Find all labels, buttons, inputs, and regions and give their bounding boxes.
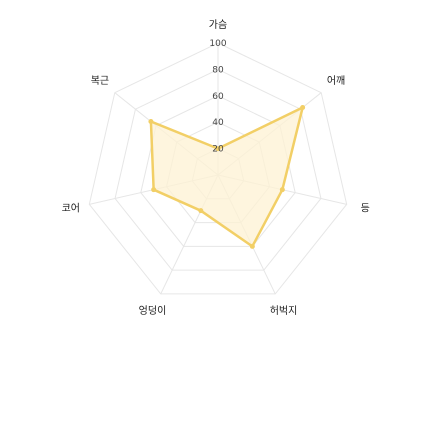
data-point[interactable] (151, 187, 157, 193)
grid-ring-80 (114, 68, 322, 271)
data-point[interactable] (198, 208, 204, 214)
data-point[interactable] (279, 187, 285, 193)
axis-label: 코어 (62, 203, 80, 215)
tick-label: 60 (212, 92, 224, 102)
axis-label: 복근 (91, 75, 109, 87)
axis-label: 허벅지 (270, 305, 298, 317)
tick-label: 80 (212, 65, 224, 75)
tick-label: 20 (212, 145, 224, 155)
data-point[interactable] (148, 119, 154, 125)
data-point[interactable] (215, 146, 221, 152)
series-area (149, 106, 304, 248)
tick-labels: 20 40 60 80 100 (209, 39, 226, 155)
series-layer (148, 105, 306, 249)
tick-label: 40 (212, 118, 224, 128)
axis-label: 가슴 (209, 19, 227, 31)
axis-label: 엉덩이 (139, 305, 167, 317)
data-point[interactable] (300, 105, 306, 111)
data-point[interactable] (249, 243, 255, 249)
tick-label: 100 (209, 39, 226, 49)
grid-ring-100 (88, 42, 348, 295)
axis-label: 어깨 (327, 75, 345, 87)
axis-label: 등 (361, 203, 370, 215)
